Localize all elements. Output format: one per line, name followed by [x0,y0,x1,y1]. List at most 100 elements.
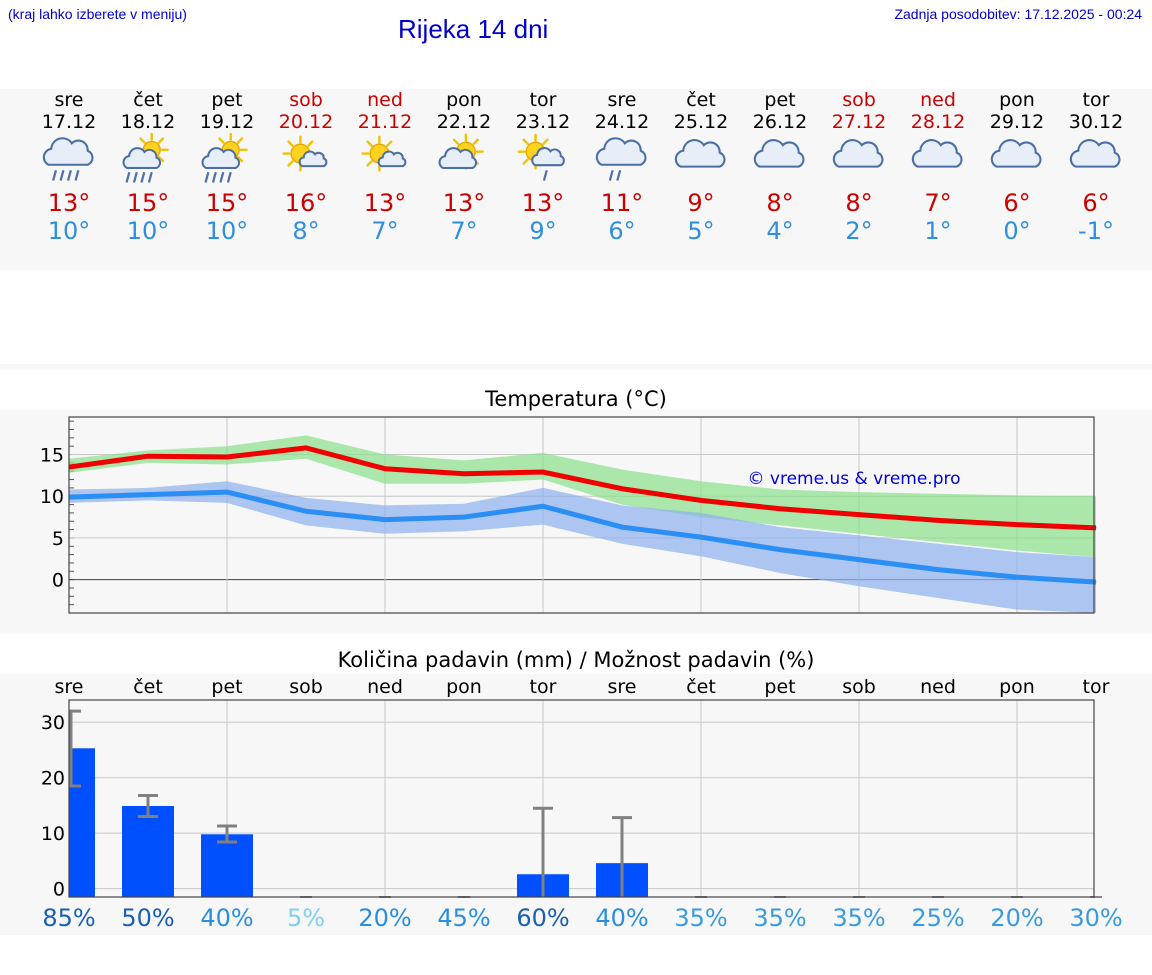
day-column: sre 24.12 11° 6° [583,89,662,245]
precip-probability: 35% [753,904,807,932]
day-date: 18.12 [120,111,176,133]
temperature-plot-frame [68,416,1095,614]
min-temp: 2° [845,217,873,245]
min-temp-line [68,489,1097,585]
precip-probability: 45% [437,904,491,932]
min-temp-point [384,519,386,521]
min-temp: -1° [1078,217,1114,245]
min-temp: 4° [766,217,794,245]
day-column: pon 29.12 6° 0° [978,89,1057,245]
x-day-label: sob [842,676,876,698]
y-tick-label: 20 [41,768,65,790]
max-temp: 13° [363,189,407,217]
max-temp: 15° [205,189,249,217]
day-date: 28.12 [910,111,966,133]
cloud-icon [674,139,726,168]
y-tick-label: 10 [40,486,64,508]
day-name: čet [133,89,163,111]
min-temp-point [858,559,860,561]
min-temp-point [1016,576,1018,578]
sun-small-cloud-icon [361,135,407,172]
cloud-icon [911,139,963,168]
x-day-label: sre [55,676,84,698]
day-column: tor 30.12 6° -1° [1057,89,1136,245]
day-date: 30.12 [1068,111,1124,133]
location-menu-hint[interactable]: (kraj lahko izberete v meniju) [8,6,187,22]
precip-probability: 20% [358,904,412,932]
precip-probability: 30% [1069,904,1123,932]
max-temp-point [305,447,307,449]
y-tick-label: 15 [40,445,64,467]
min-temp: 10° [47,217,91,245]
max-temp: 15° [126,189,170,217]
precip-probability: 5% [286,904,326,932]
y-tick-label: 30 [41,712,65,734]
day-name: ned [367,89,403,111]
day-column: sob 20.12 16° 8° [267,89,346,245]
day-column: sre 17.12 13° 10° [30,89,109,245]
max-temp-point [542,471,544,473]
max-temp: 16° [284,189,328,217]
day-name: pet [764,89,796,111]
sun-cloud-rain-icon [201,133,248,183]
day-date: 26.12 [752,111,808,133]
max-temp-point [779,508,781,510]
min-temp-point [542,505,544,507]
cloud-icon [990,139,1042,168]
day-column: sob 27.12 8° 2° [820,89,899,245]
min-temp-point [937,569,939,571]
min-temp: 7° [371,217,399,245]
cloud-icon [753,139,805,168]
precip-bar [201,834,253,897]
min-temp: 10° [126,217,170,245]
panel-divider [0,364,1152,370]
max-temp: 13° [47,189,91,217]
day-name: tor [1082,89,1110,111]
day-column: čet 18.12 15° 10° [109,89,188,245]
day-date: 27.12 [831,111,887,133]
precip-probability: 50% [121,904,175,932]
day-name: sob [289,89,323,111]
day-name: pon [999,89,1035,111]
watermark: © vreme.us & vreme.pro [747,469,960,489]
min-temp: 9° [529,217,557,245]
day-column: čet 25.12 9° 5° [662,89,741,245]
sun-small-cloud-icon [282,135,328,172]
day-column: pet 26.12 8° 4° [741,89,820,245]
max-temp-point [858,514,860,516]
day-column: pon 22.12 13° 7° [425,89,504,245]
day-name: pet [211,89,243,111]
forecast-days-panel [0,89,1152,270]
y-tick-label: 0 [52,570,64,592]
day-date: 19.12 [199,111,255,133]
day-name: sob [842,89,876,111]
max-temp-point [700,499,702,501]
page-title: Rijeka 14 dni [398,14,549,44]
sun-cloud-light-rain-icon [517,133,565,181]
precipitation-plot-frame [68,699,1095,898]
min-temp: 6° [608,217,636,245]
max-temp: 7° [924,189,952,217]
min-temp: 8° [292,217,320,245]
precip-bar [122,805,174,897]
min-temp-point [463,516,465,518]
y-tick-label: 5 [52,528,64,550]
x-day-label: tor [1083,676,1110,698]
x-day-label: sre [608,676,637,698]
precipitation-chart-title: Količina padavin (mm) / Možnost padavin … [337,648,815,672]
day-date: 25.12 [673,111,729,133]
day-date: 29.12 [989,111,1045,133]
precip-probability: 85% [42,904,96,932]
x-day-label: čet [133,676,163,698]
day-name: ned [920,89,956,111]
x-day-label: ned [920,676,956,698]
day-date: 22.12 [436,111,492,133]
max-temp-point [621,488,623,490]
min-temp-point [621,526,623,528]
day-column: tor 23.12 13° 9° [504,89,583,245]
day-date: 21.12 [357,111,413,133]
day-name: čet [686,89,716,111]
x-day-label: pet [211,676,242,698]
min-temp-point [700,536,702,538]
